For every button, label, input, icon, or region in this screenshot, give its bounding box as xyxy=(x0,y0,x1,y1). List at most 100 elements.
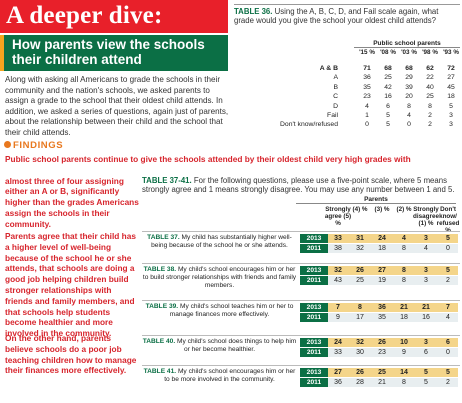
table-37-cell: 4 xyxy=(446,314,450,321)
table-37-41-title: TABLE 37-41. For the following questions… xyxy=(142,176,460,195)
table-37-cell: 25 xyxy=(356,277,364,284)
table-37-cell: 31 xyxy=(356,235,364,242)
table-37-column-header: Strongly agree (5) % xyxy=(324,206,352,227)
table-36-year-header: '03 % xyxy=(401,49,417,56)
table-37-cell: 3 xyxy=(424,235,428,242)
table-37-cell: 26 xyxy=(356,267,364,274)
table-37-values-row: 7 8 36 21 21 7 xyxy=(328,303,458,312)
table-37-column-header: (3) % xyxy=(374,206,390,213)
table-37-cell: 8 xyxy=(402,267,406,274)
findings-label-text: FINDINGS xyxy=(13,140,64,151)
table-37-cell: 7 xyxy=(336,304,340,311)
headline: How parents view the schools their child… xyxy=(12,37,205,67)
table-37-cell: 33 xyxy=(334,235,342,242)
table-37-question: My child's school encourages him or her … xyxy=(142,266,297,289)
table-37-question-label: TABLE 41. xyxy=(143,368,177,375)
table-36-cell: 18 xyxy=(447,93,455,101)
table-37-cell: 5 xyxy=(446,267,450,274)
table-37-values-row: 27 26 25 14 5 5 xyxy=(328,368,458,377)
table-37-41-question: For the following questions, please use … xyxy=(142,176,455,195)
table-37-values-row: 38 32 18 8 4 0 xyxy=(328,244,458,253)
table-37-cell: 7 xyxy=(446,304,450,311)
table-37-question-label: TABLE 39. xyxy=(145,303,179,310)
table-37-cell: 18 xyxy=(378,245,386,252)
table-36-cell: 68 xyxy=(384,65,392,72)
table-37-values-row: 9 17 35 18 16 4 xyxy=(328,313,458,322)
table-37-cell: 27 xyxy=(378,267,386,274)
table-37-year: 2013 xyxy=(300,234,328,243)
section-banner: A deeper dive: xyxy=(0,0,228,33)
table-37-cell: 35 xyxy=(378,314,386,321)
table-37-cell: 3 xyxy=(424,277,428,284)
table-37-divider xyxy=(142,300,460,301)
table-37-column-header: Strongly disagree (1) % xyxy=(413,206,439,227)
table-36-cell: 35 xyxy=(363,83,371,91)
table-37-question-text: TABLE 37. My child has substantially hig… xyxy=(142,234,297,250)
table-37-cell: 38 xyxy=(334,245,342,252)
intro-paragraph: Along with asking all Americans to grade… xyxy=(5,75,229,137)
table-37-cell: 8 xyxy=(402,245,406,252)
table-36-cell: 29 xyxy=(405,74,413,82)
table-36-cell: 72 xyxy=(447,65,455,72)
table-37-cell: 21 xyxy=(422,304,430,311)
table-37-cell: 24 xyxy=(378,235,386,242)
table-37-values-row: 33 31 24 4 3 5 xyxy=(328,234,458,243)
table-37-question-label: TABLE 38. xyxy=(143,266,177,273)
table-36-cell: 6 xyxy=(386,102,390,110)
table-37-values-row: 24 32 26 10 3 6 xyxy=(328,338,458,347)
table-36-cell: 25 xyxy=(426,93,434,101)
table-37-cell: 43 xyxy=(334,277,342,284)
table-37-cell: 10 xyxy=(400,339,408,346)
table-36-cell: 4 xyxy=(365,102,369,110)
table-37-cell: 17 xyxy=(356,314,364,321)
table-37-cell: 2 xyxy=(446,277,450,284)
table-36-cell: 39 xyxy=(405,83,413,91)
table-36-row: A 36 25 29 22 27 xyxy=(234,74,460,83)
table-37-question-text: TABLE 39. My child's school teaches him … xyxy=(142,303,297,319)
table-37-cell: 18 xyxy=(400,314,408,321)
table-36-cell: 23 xyxy=(363,93,371,101)
table-37-cell: 36 xyxy=(378,304,386,311)
table-36-cell: 22 xyxy=(426,74,434,82)
table-36-year-header: '15 % xyxy=(359,49,375,56)
table-37-cell: 4 xyxy=(402,235,406,242)
table-37-question-text: TABLE 41. My child's school encourages h… xyxy=(142,368,297,384)
table-36-cell: 2 xyxy=(428,121,432,129)
table-37-values-row: 36 28 21 8 5 2 xyxy=(328,378,458,387)
table-37-cell: 32 xyxy=(356,245,364,252)
table-36-cell: 3 xyxy=(449,121,453,129)
table-37-column-header: (2) % xyxy=(396,206,412,213)
table-37-cell: 16 xyxy=(422,314,430,321)
table-36-cell: 25 xyxy=(384,74,392,82)
table-36-year-headers: '15 % '08 % '03 % '98 % '93 % xyxy=(234,49,460,62)
table-37-cell: 32 xyxy=(356,339,364,346)
finding-2: Parents agree that their child has a hig… xyxy=(5,231,136,339)
table-37-cell: 8 xyxy=(402,379,406,386)
table-36-row: A & B 71 68 68 62 72 xyxy=(234,65,460,74)
table-36-cell: 36 xyxy=(363,74,371,82)
table-37-cell: 21 xyxy=(400,304,408,311)
table-37-cell: 5 xyxy=(446,235,450,242)
table-37-cell: 8 xyxy=(358,304,362,311)
table-36-label: TABLE 36. xyxy=(234,7,273,16)
table-36-row-label: D xyxy=(333,102,338,110)
table-37-divider xyxy=(142,231,460,232)
table-37-cell: 3 xyxy=(424,339,428,346)
table-37-cell: 2 xyxy=(446,379,450,386)
table-37-cell: 14 xyxy=(400,369,408,376)
table-37-cell: 27 xyxy=(334,369,342,376)
table-36-cell: 5 xyxy=(386,111,390,119)
table-37-cell: 23 xyxy=(378,349,386,356)
table-37-cell: 36 xyxy=(334,379,342,386)
table-36-cell: 45 xyxy=(447,83,455,91)
table-36-row-label: Fail xyxy=(327,111,338,119)
table-37-cell: 3 xyxy=(424,267,428,274)
table-36-cell: 5 xyxy=(449,102,453,110)
table-36-cell: 62 xyxy=(426,65,434,72)
table-37-cell: 8 xyxy=(402,277,406,284)
table-37-cell: 26 xyxy=(378,339,386,346)
table-37-cell: 25 xyxy=(378,369,386,376)
table-37-cell: 4 xyxy=(424,245,428,252)
table-37-year: 2011 xyxy=(300,348,328,357)
table-37-question-label: TABLE 40. xyxy=(142,338,176,345)
